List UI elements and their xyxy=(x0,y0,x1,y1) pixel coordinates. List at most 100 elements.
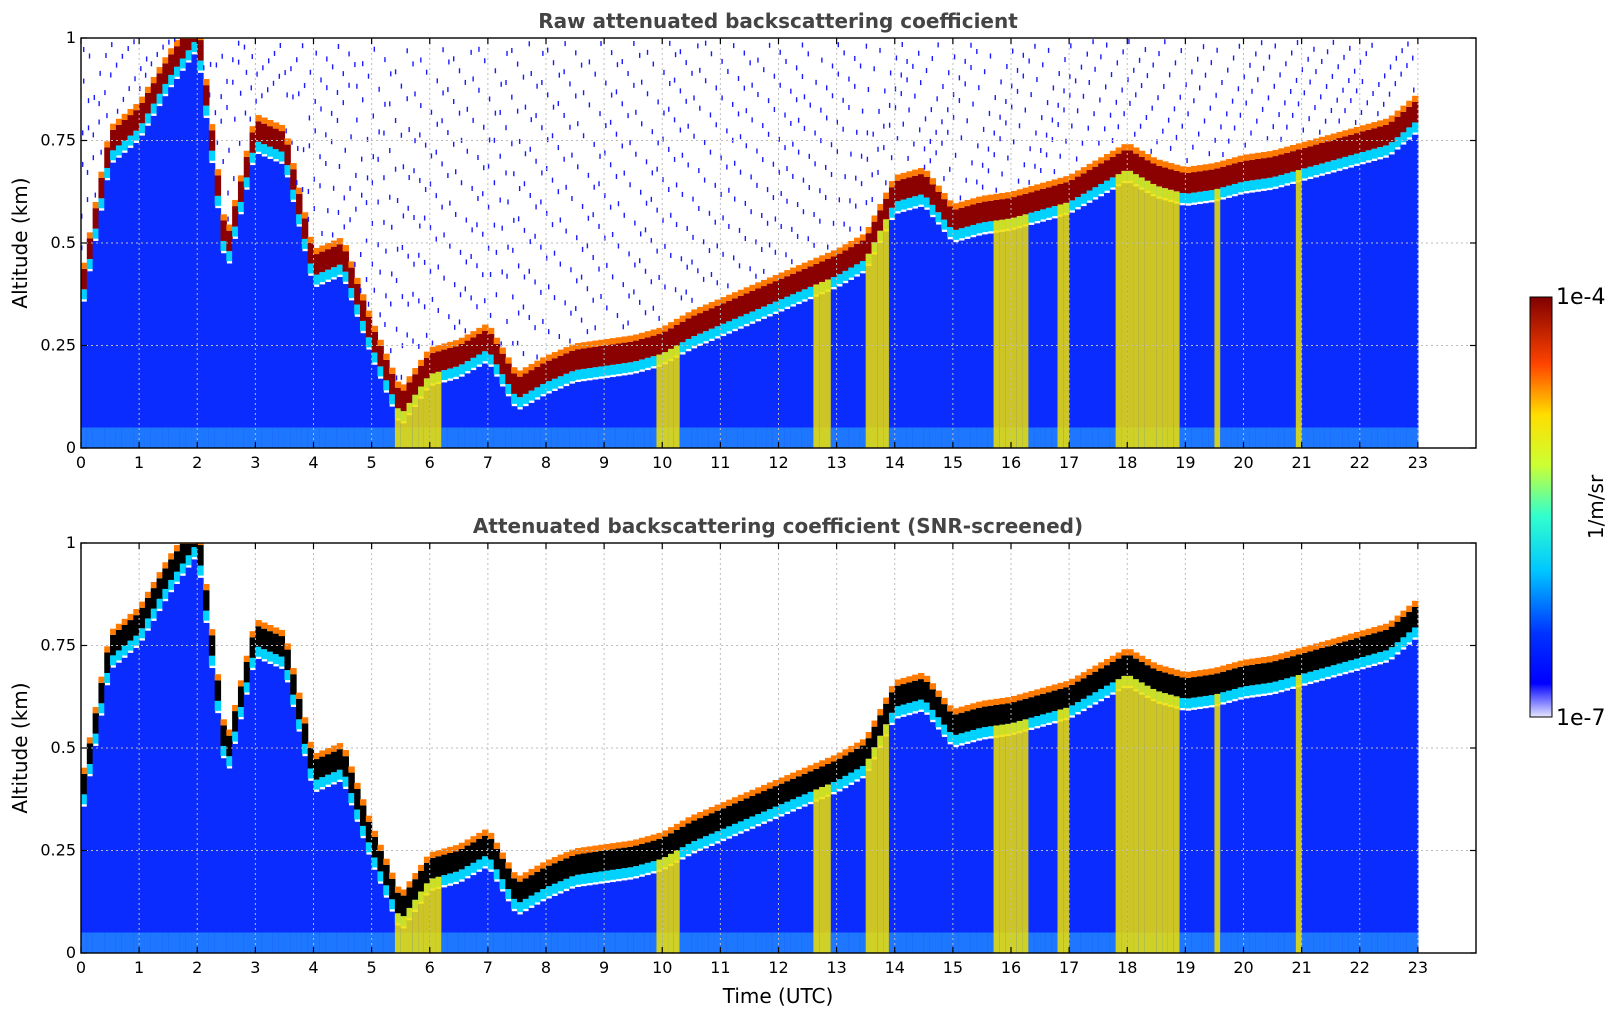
heatmap-cell xyxy=(307,741,315,748)
heatmap-cell xyxy=(522,393,530,404)
heatmap-cell xyxy=(551,391,559,448)
noise-speck xyxy=(458,319,461,325)
noise-speck xyxy=(721,58,723,64)
noise-speck xyxy=(406,96,408,102)
noise-speck xyxy=(460,180,463,186)
heatmap-cell xyxy=(772,427,780,448)
noise-speck xyxy=(941,140,943,146)
heatmap-cell xyxy=(563,386,570,448)
noise-speck xyxy=(1320,94,1322,100)
heatmap-column xyxy=(563,852,570,953)
noise-speck xyxy=(744,236,747,242)
noise-speck xyxy=(499,153,501,159)
heatmap-cell xyxy=(836,253,844,275)
noise-speck xyxy=(1349,45,1351,51)
heatmap-cell xyxy=(261,117,268,124)
heatmap-cell xyxy=(1243,427,1250,448)
heatmap-cell xyxy=(813,284,820,448)
noise-speck xyxy=(780,223,782,229)
heatmap-cell xyxy=(1400,637,1407,648)
noise-speck xyxy=(425,332,428,338)
heatmap-cell xyxy=(162,932,169,953)
noise-speck xyxy=(115,62,118,68)
heatmap-column xyxy=(1284,61,1291,448)
noise-speck xyxy=(681,191,684,197)
noise-speck xyxy=(326,56,328,62)
heatmap-column xyxy=(1156,51,1163,448)
heatmap-cell xyxy=(1040,726,1047,953)
heatmap-cell xyxy=(237,181,245,202)
noise-speck xyxy=(1214,137,1216,143)
heatmap-cell xyxy=(487,859,495,870)
heatmap-cell xyxy=(784,296,791,307)
heatmap-column xyxy=(1336,636,1343,953)
noise-speck xyxy=(98,119,100,125)
noise-speck xyxy=(918,50,920,56)
noise-speck xyxy=(604,192,606,198)
noise-speck xyxy=(227,190,229,196)
noise-speck xyxy=(1158,51,1160,57)
noise-speck xyxy=(581,246,584,252)
heatmap-cell xyxy=(203,622,210,953)
heatmap-column xyxy=(482,829,489,953)
x-tick-label: 23 xyxy=(1408,453,1428,472)
heatmap-cell xyxy=(1278,154,1285,175)
noise-speck xyxy=(505,170,507,176)
heatmap-cell xyxy=(86,271,94,448)
heatmap-cell xyxy=(1226,663,1233,671)
noise-speck xyxy=(268,58,270,64)
noise-speck xyxy=(174,38,176,42)
heatmap-cell xyxy=(394,408,402,448)
noise-speck xyxy=(1330,108,1333,114)
heatmap-cell xyxy=(1202,170,1210,191)
heatmap-cell xyxy=(179,543,187,564)
heatmap-column xyxy=(708,807,716,953)
heatmap-cell xyxy=(342,251,349,272)
heatmap-cell xyxy=(1383,623,1390,630)
heatmap-cell xyxy=(1115,679,1123,953)
heatmap-cell xyxy=(1313,643,1320,650)
noise-speck xyxy=(1185,82,1187,88)
heatmap-cell xyxy=(115,427,123,448)
heatmap-cell xyxy=(301,717,309,724)
heatmap-cell xyxy=(813,263,820,285)
heatmap-cell xyxy=(912,680,919,702)
heatmap-cell xyxy=(1086,675,1093,696)
noise-speck xyxy=(977,143,979,149)
noise-speck xyxy=(738,227,741,233)
heatmap-cell xyxy=(1266,190,1274,448)
heatmap-cell xyxy=(1092,704,1099,953)
noise-speck xyxy=(443,232,445,238)
heatmap-cell xyxy=(1034,223,1041,448)
heatmap-cell xyxy=(580,381,588,448)
heatmap-cell xyxy=(203,79,210,86)
heatmap-cell xyxy=(1173,669,1181,676)
heatmap-cell xyxy=(1057,177,1064,184)
heatmap-cell xyxy=(813,768,820,790)
heatmap-cell xyxy=(1208,163,1216,170)
noise-speck xyxy=(569,81,571,87)
noise-speck xyxy=(429,268,432,274)
noise-speck xyxy=(249,116,251,122)
heatmap-cell xyxy=(354,304,361,315)
heatmap-cell xyxy=(1284,690,1291,953)
noise-speck xyxy=(751,82,753,88)
noise-speck xyxy=(802,177,805,183)
heatmap-column xyxy=(156,51,163,448)
heatmap-cell xyxy=(598,844,605,851)
heatmap-cell xyxy=(133,130,140,141)
heatmap-cell xyxy=(208,629,216,636)
noise-speck xyxy=(896,136,899,142)
heatmap-cell xyxy=(185,50,193,61)
heatmap-column xyxy=(1353,631,1361,953)
heatmap-cell xyxy=(702,815,710,837)
heatmap-column xyxy=(743,792,751,953)
heatmap-cell xyxy=(185,932,193,953)
heatmap-cell xyxy=(284,682,291,953)
heatmap-cell xyxy=(313,254,320,275)
heatmap-cell xyxy=(255,659,262,953)
heatmap-cell xyxy=(1202,427,1210,448)
heatmap-cell xyxy=(546,859,553,866)
noise-speck xyxy=(685,60,687,66)
heatmap-cell xyxy=(819,255,826,262)
